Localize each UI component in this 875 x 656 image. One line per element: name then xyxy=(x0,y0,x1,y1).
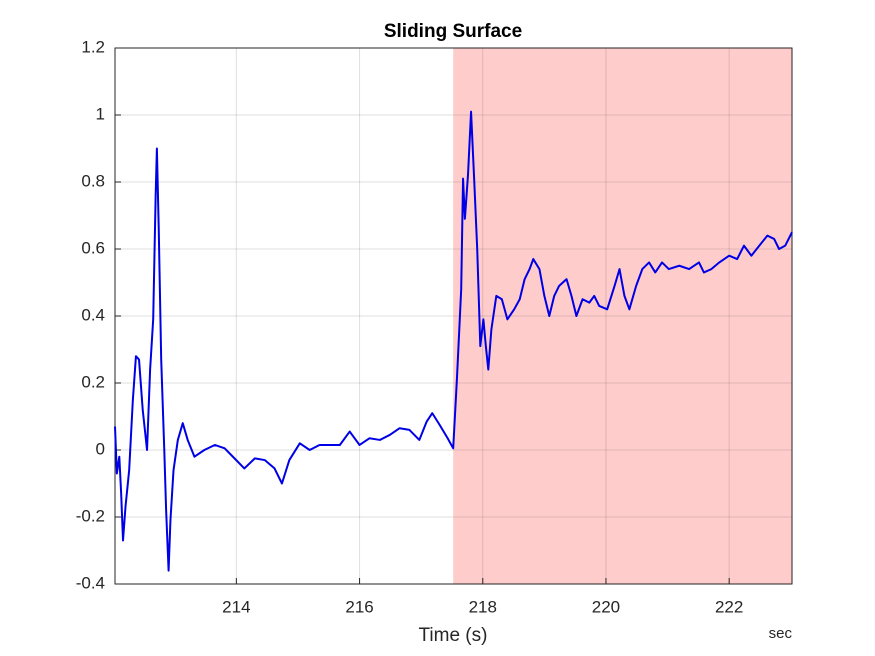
x-unit-label: sec xyxy=(769,625,793,642)
x-axis-label: Time (s) xyxy=(419,625,488,646)
y-tick-label: 0.8 xyxy=(81,171,105,190)
y-tick-label: 0.6 xyxy=(81,238,105,257)
data-line xyxy=(114,110,793,572)
x-tick-label: 222 xyxy=(715,597,743,616)
y-tick-label: 0.2 xyxy=(81,372,105,391)
x-tick-label: 218 xyxy=(469,597,497,616)
plot-frame xyxy=(114,47,793,585)
y-tick-label: -0.4 xyxy=(76,573,105,592)
y-tick-label: 1.2 xyxy=(81,37,105,56)
y-tick-label: 0 xyxy=(96,439,105,458)
y-tick-label: 1 xyxy=(96,104,105,123)
y-tick-label: -0.2 xyxy=(76,506,105,525)
x-tick-label: 214 xyxy=(222,597,250,616)
x-tick-label: 216 xyxy=(345,597,373,616)
chart-title: Sliding Surface xyxy=(384,21,522,42)
y-tick-label: 0.4 xyxy=(81,305,105,324)
x-tick-label: 220 xyxy=(592,597,620,616)
